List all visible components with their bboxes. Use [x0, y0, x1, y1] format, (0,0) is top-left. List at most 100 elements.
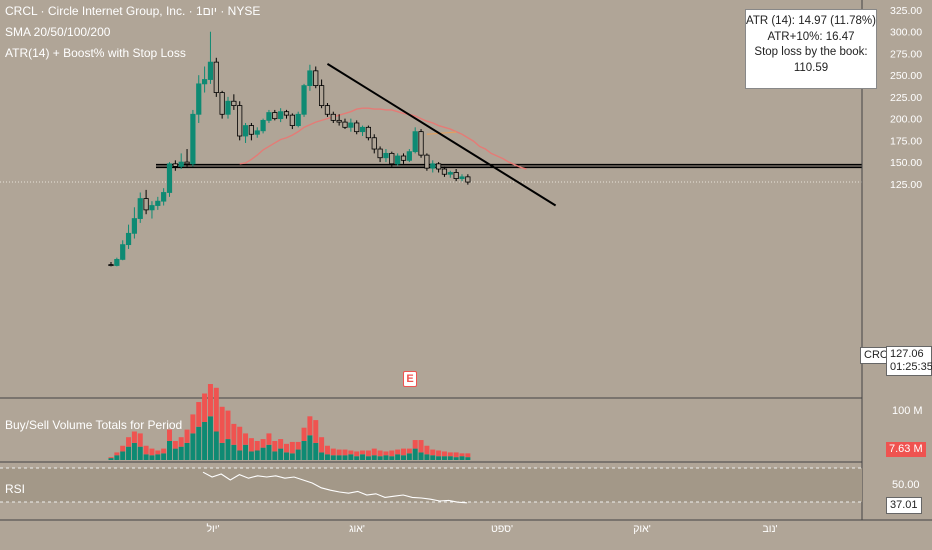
candle-body	[348, 122, 354, 128]
volume-buy-bar	[430, 455, 436, 460]
y-tick-label: 325.00	[890, 5, 922, 17]
candle-body	[406, 151, 412, 161]
time-axis[interactable]: יול' אוג' ספט' אוק' נוב'	[206, 523, 777, 535]
volume-sell-bar	[172, 441, 178, 449]
volume-sell-bar	[383, 451, 389, 456]
volume-buy-bar	[137, 446, 143, 460]
volume-sell-bar	[412, 440, 418, 449]
price-axis[interactable]: 325.00 300.00 275.00 250.00 225.00 200.00 175.…	[890, 5, 922, 191]
volume-sell-bar	[219, 406, 225, 443]
last-price-tag: 127.06 01:25:35	[886, 346, 932, 376]
volume-buy-bar	[301, 441, 307, 460]
candle-body	[114, 259, 120, 266]
volume-buy-bar	[336, 455, 342, 460]
volume-sell-bar	[453, 452, 459, 458]
sma20-line	[239, 107, 527, 170]
candle-body	[307, 70, 313, 87]
volume-sell-bar	[225, 410, 231, 440]
candle-body	[207, 61, 214, 80]
volume-buy-bar	[248, 451, 254, 460]
candle-body	[231, 100, 237, 106]
volume-sell-bar	[430, 449, 436, 456]
volume-sell-bar	[137, 433, 143, 447]
atr-indicator-legend[interactable]: ATR(14) + Boost% with Stop Loss	[5, 46, 186, 60]
x-tick-label: יול'	[206, 523, 219, 535]
volume-buy-bar	[184, 442, 190, 460]
candle-body	[161, 192, 167, 202]
volume-sell-bar	[424, 445, 430, 455]
candle-body	[453, 172, 459, 179]
atr-info-box: ATR (14): 14.97 (11.78%) ATR+10%: 16.47 …	[745, 9, 877, 89]
volume-sell-bar	[231, 423, 237, 445]
volume-sell-bar	[284, 443, 289, 453]
volume-value-tag: 7.63 M	[886, 442, 926, 457]
volume-buy-bar	[395, 454, 401, 460]
earnings-marker[interactable]: E	[403, 371, 417, 387]
candle-body	[318, 85, 325, 106]
volume-buy-bar	[342, 455, 348, 460]
volume-buy-bar	[360, 454, 366, 460]
candle-body	[330, 113, 336, 121]
candle-body	[131, 218, 137, 234]
rsi-pane	[0, 467, 862, 504]
candle-body	[172, 163, 178, 167]
candle-body	[108, 264, 114, 267]
volume-sell-bar	[149, 448, 155, 456]
candle-body	[301, 85, 307, 115]
volume-buy-bar	[412, 448, 418, 460]
candle-countdown: 01:25:35	[890, 361, 932, 373]
candle-body	[430, 163, 436, 169]
candle-body	[412, 131, 418, 153]
candle-body	[324, 105, 331, 115]
price-series-group	[0, 31, 862, 267]
volume-sell-bar	[301, 427, 307, 441]
volume-sell-bar	[330, 448, 336, 456]
volume-sell-bar	[465, 453, 471, 458]
volume-buy-bar	[266, 444, 272, 460]
volume-buy-bar	[213, 431, 219, 460]
candle-body	[155, 200, 161, 206]
candle-body	[178, 161, 184, 167]
candle-body	[237, 105, 243, 137]
volume-buy-bar	[161, 453, 167, 460]
volume-sell-bar	[207, 384, 213, 417]
volume-buy-bar	[143, 454, 149, 460]
volume-sell-bar	[365, 450, 371, 457]
symbol-title[interactable]: CRCL · Circle Internet Group, Inc. · 1יו…	[5, 4, 261, 18]
volume-buy-bar	[401, 455, 406, 460]
candle-body	[447, 172, 453, 175]
candle-body	[295, 113, 301, 126]
rsi-legend[interactable]: RSI	[5, 482, 26, 496]
volume-buy-bar	[126, 446, 132, 460]
sma-legend[interactable]: SMA 20/50/100/200	[5, 25, 111, 39]
candle-body	[465, 176, 471, 183]
volume-buy-bar	[284, 452, 289, 460]
volume-buy-bar	[348, 454, 354, 460]
candle-body	[395, 155, 401, 165]
candle-body	[272, 112, 278, 120]
volume-buy-bar	[324, 454, 330, 460]
volume-axis-label: 100 M	[892, 405, 923, 417]
candle-body	[196, 83, 202, 115]
volume-buy-bar	[447, 456, 453, 460]
candle-body	[149, 205, 155, 211]
volume-sell-bar	[196, 402, 202, 427]
volume-buy-bar	[190, 433, 196, 460]
volume-buy-bar	[289, 453, 295, 460]
volume-sell-bar	[178, 437, 184, 447]
volume-buy-bar	[272, 451, 278, 460]
volume-sell-bar	[190, 414, 196, 434]
volume-sell-bar	[395, 449, 401, 455]
candle-body	[336, 119, 342, 123]
volume-buy-bar	[465, 457, 471, 460]
candle-body	[424, 154, 430, 169]
volume-buy-bar	[354, 456, 360, 460]
candle-body	[354, 122, 360, 133]
volume-sell-bar	[202, 393, 208, 422]
volume-sell-bar	[307, 416, 313, 436]
volume-buy-bar	[149, 455, 155, 460]
candle-body	[254, 130, 260, 135]
volume-legend[interactable]: Buy/Sell Volume Totals for Period	[5, 418, 183, 432]
atr-boost-value: ATR+10%: 16.47	[767, 30, 855, 43]
